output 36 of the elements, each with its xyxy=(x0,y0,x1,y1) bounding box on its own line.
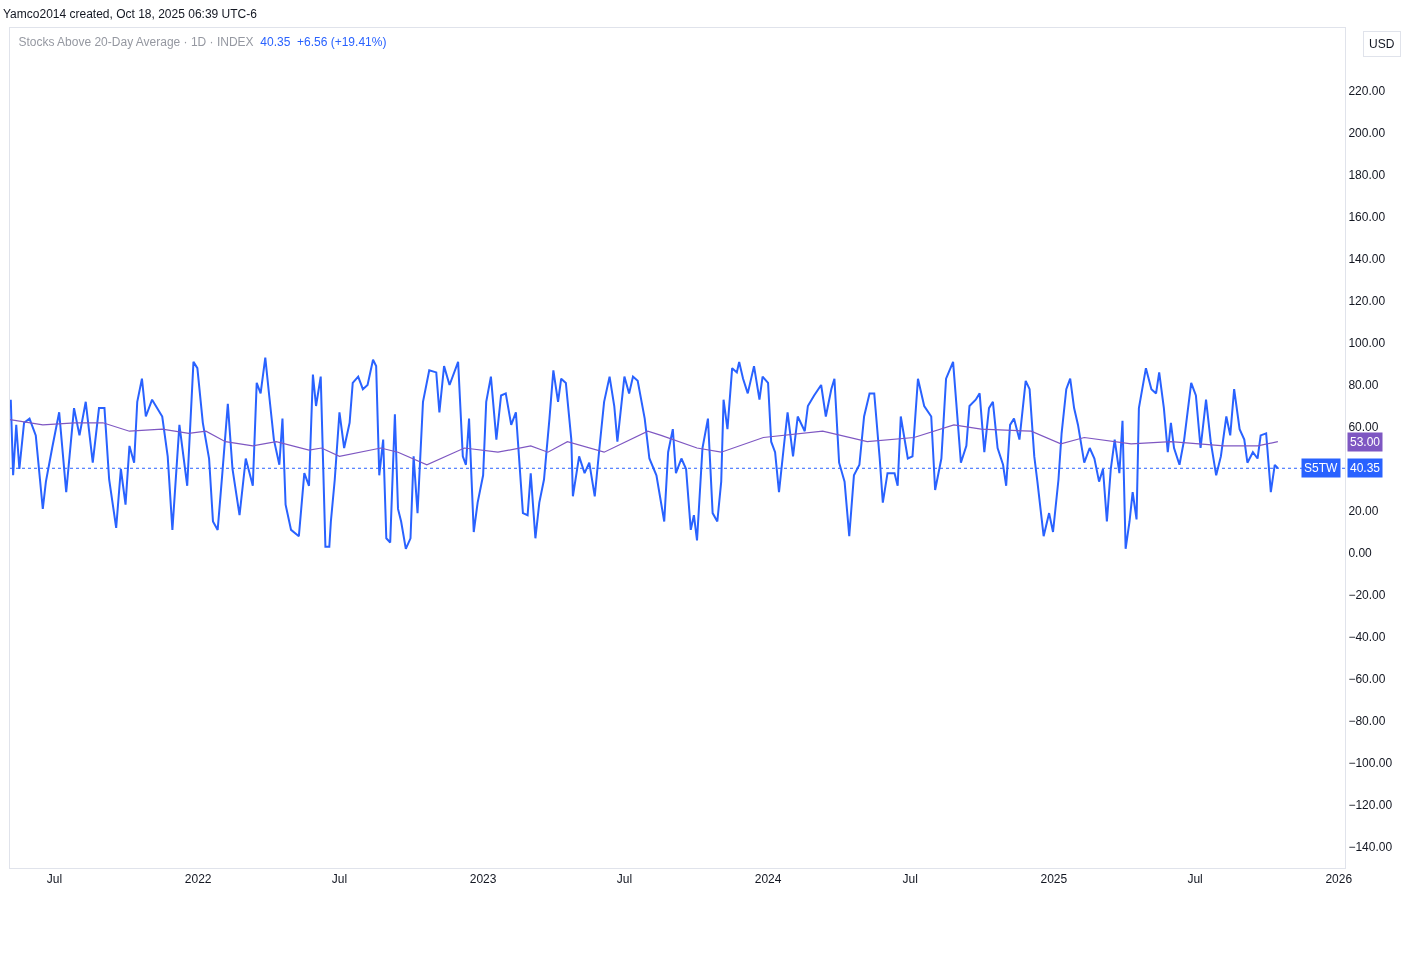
text: USD xyxy=(1369,37,1395,51)
y-tick-label: −120.00 xyxy=(1348,798,1393,813)
y-tick-label: −40.00 xyxy=(1348,630,1386,645)
y-tick-label: −80.00 xyxy=(1348,714,1386,729)
ref-line-label: 40.35 xyxy=(1350,461,1381,475)
x-tick-label: Jul xyxy=(331,872,348,887)
x-tick-label: Jul xyxy=(616,872,633,887)
y-tick-label: −140.00 xyxy=(1348,840,1393,855)
line-series xyxy=(10,419,1279,466)
y-tick-label: 200.00 xyxy=(1348,126,1386,141)
text: 53.00 xyxy=(1350,435,1381,449)
x-tick-label: 2023 xyxy=(469,872,497,887)
y-tick-label: 80.00 xyxy=(1348,378,1379,393)
text: Yamco2014 created, Oct 18, 2025 06:39 UTC-6 xyxy=(3,7,258,21)
text: S5TW xyxy=(1304,461,1339,475)
x-tick-label: Jul xyxy=(46,872,63,887)
x-tick-label: 2026 xyxy=(1325,872,1353,887)
y-tick-label: 60.00 xyxy=(1348,420,1379,435)
x-tick-label: 2025 xyxy=(1040,872,1068,887)
y-tick-label: −20.00 xyxy=(1348,588,1386,603)
y-tick-label: 220.00 xyxy=(1348,84,1386,99)
y-tick-label: −60.00 xyxy=(1348,672,1386,687)
x-tick-label: Jul xyxy=(902,872,918,887)
y-tick-label: 160.00 xyxy=(1348,210,1386,225)
y-tick-label: 140.00 xyxy=(1348,252,1386,267)
y-tick-label: −100.00 xyxy=(1348,756,1393,771)
x-tick-label: 2024 xyxy=(754,872,782,887)
text: Stocks Above 20-Day Average · 1D · INDEX xyxy=(18,35,254,50)
x-tick-label: 2022 xyxy=(184,872,212,887)
y-tick-label: 0.00 xyxy=(1348,546,1373,561)
y-tick-label: 180.00 xyxy=(1348,168,1386,183)
y-tick-label: 100.00 xyxy=(1348,336,1386,351)
y-tick-label: 120.00 xyxy=(1348,294,1386,309)
x-tick-label: Jul xyxy=(1187,872,1203,887)
y-tick-label: 20.00 xyxy=(1348,504,1379,519)
text: 40.35 +6.56 (+19.41%) xyxy=(260,35,387,50)
